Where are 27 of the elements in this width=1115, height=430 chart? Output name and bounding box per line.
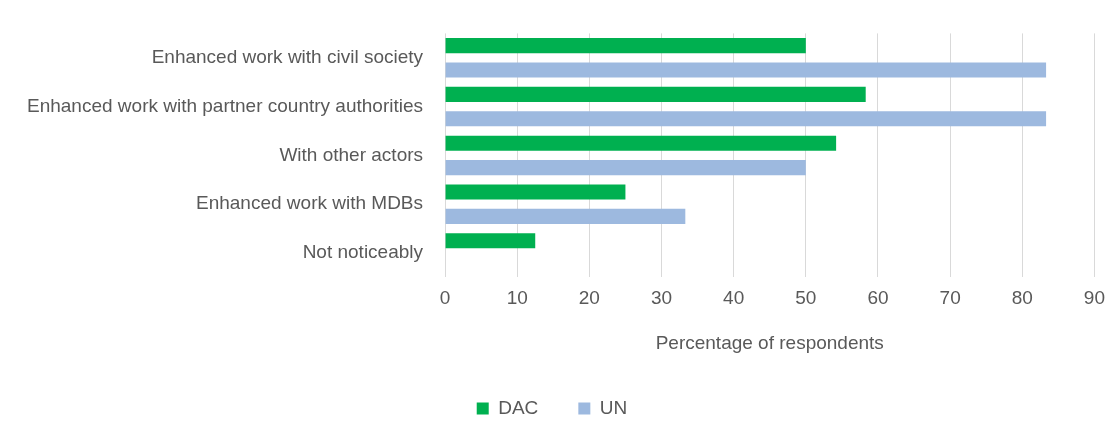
- y-tick-label: Enhanced work with partner country authorities: [26, 94, 424, 116]
- bar: [445, 62, 1047, 78]
- bar: [445, 111, 1047, 127]
- bar: [445, 135, 837, 151]
- legend-label: DAC: [498, 396, 539, 418]
- bar: [445, 86, 866, 102]
- legend-label: UN: [599, 396, 628, 418]
- x-tick-label: 90: [1083, 287, 1105, 309]
- y-tick-label: Enhanced work with civil society: [151, 46, 424, 68]
- y-tick-label: Not noticeably: [302, 241, 424, 263]
- y-tick-label: With other actors: [279, 143, 424, 165]
- x-tick-label: 0: [439, 287, 451, 309]
- bar: [445, 160, 806, 176]
- x-tick-label: 20: [578, 287, 600, 309]
- bar: [445, 233, 536, 249]
- x-tick-label: 70: [939, 287, 961, 309]
- x-tick-label: 60: [867, 287, 889, 309]
- bar: [445, 38, 806, 54]
- y-tick-label: Enhanced work with MDBs: [195, 192, 424, 214]
- x-tick-label: 10: [506, 287, 528, 309]
- x-axis-title: Percentage of respondents: [655, 331, 884, 353]
- x-tick-label: 80: [1011, 287, 1033, 309]
- bar: [445, 184, 626, 200]
- x-tick-label: 30: [650, 287, 673, 309]
- x-tick-label: 40: [723, 287, 745, 309]
- x-tick-label: 50: [795, 287, 817, 309]
- bar: [445, 208, 686, 224]
